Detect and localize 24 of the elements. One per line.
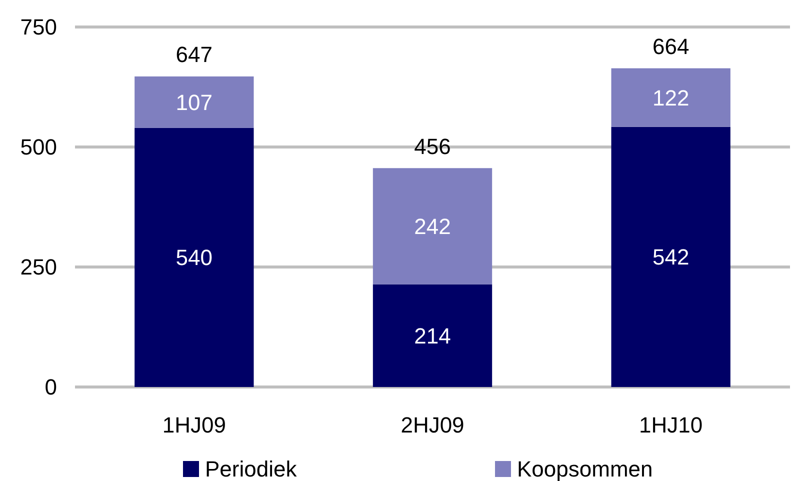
x-tick-label: 2HJ09 bbox=[400, 412, 464, 438]
legend-label: Koopsommen bbox=[517, 456, 653, 481]
bar bbox=[611, 68, 730, 127]
data-label: 214 bbox=[414, 323, 451, 348]
data-label: 242 bbox=[414, 214, 451, 239]
data-label: 107 bbox=[176, 90, 213, 115]
data-label: 540 bbox=[176, 245, 213, 270]
bar bbox=[611, 126, 730, 387]
data-label: 542 bbox=[652, 244, 690, 270]
y-tick-label: 0 bbox=[44, 374, 57, 400]
bar bbox=[372, 284, 492, 387]
data-label: 122 bbox=[652, 85, 690, 110]
x-tick-label: 1HJ10 bbox=[639, 412, 703, 438]
bar bbox=[134, 128, 254, 387]
total-label: 664 bbox=[652, 34, 690, 59]
y-tick-label: 750 bbox=[20, 14, 57, 40]
legend-label: Periodiek bbox=[205, 456, 298, 481]
y-tick-label: 250 bbox=[20, 254, 57, 280]
bar bbox=[134, 76, 254, 128]
total-label: 647 bbox=[176, 42, 213, 68]
x-tick-label: 1HJ09 bbox=[162, 412, 226, 438]
total-label: 456 bbox=[414, 134, 451, 159]
bar bbox=[372, 168, 492, 284]
y-tick-label: 500 bbox=[20, 134, 57, 160]
